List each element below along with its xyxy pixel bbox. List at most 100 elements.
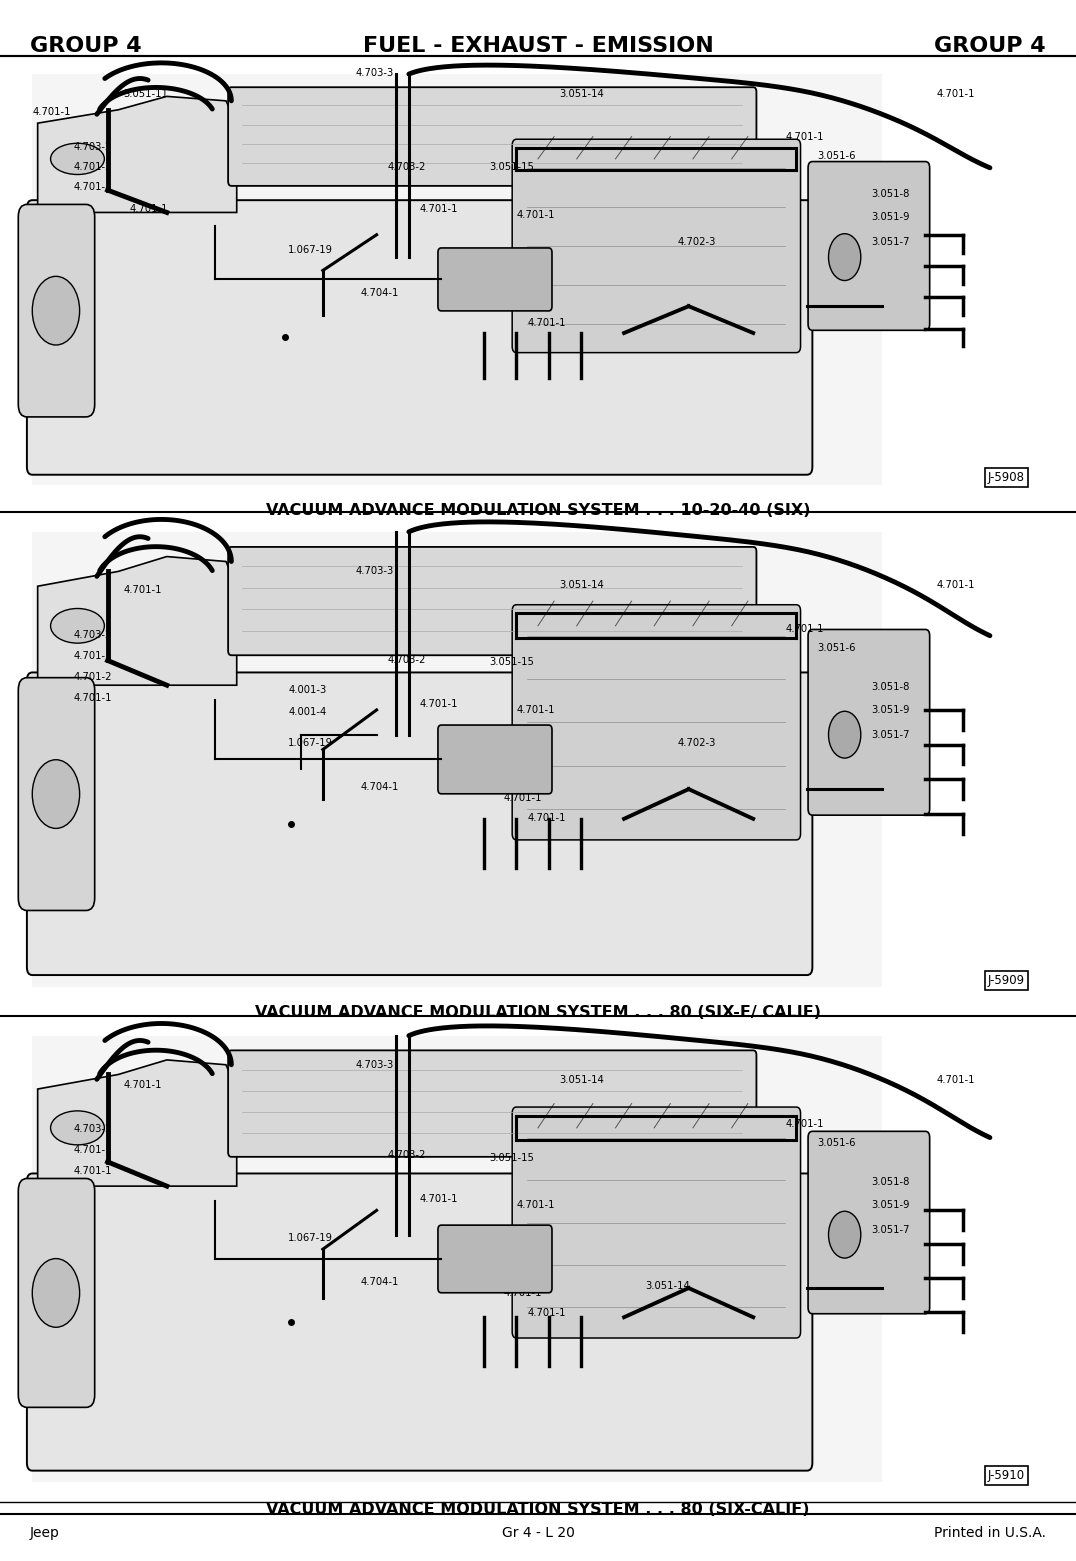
Text: 3.051-8: 3.051-8 <box>872 189 910 198</box>
Text: 4.701-1: 4.701-1 <box>504 793 542 802</box>
Text: 3.051-11: 3.051-11 <box>124 89 169 98</box>
FancyBboxPatch shape <box>18 1179 95 1408</box>
Text: 4.701-1: 4.701-1 <box>516 211 555 220</box>
Text: 4.701-1: 4.701-1 <box>785 624 824 634</box>
Text: 4.701-1: 4.701-1 <box>527 813 566 823</box>
FancyBboxPatch shape <box>228 87 756 186</box>
Ellipse shape <box>51 609 104 643</box>
Text: 3.051-15: 3.051-15 <box>490 162 535 172</box>
Text: 4.701-1: 4.701-1 <box>124 585 162 595</box>
Text: Printed in U.S.A.: Printed in U.S.A. <box>934 1527 1046 1539</box>
Text: 4.701-1: 4.701-1 <box>73 651 112 660</box>
Text: 4.701-1: 4.701-1 <box>516 1200 555 1210</box>
FancyBboxPatch shape <box>438 724 552 795</box>
Text: 4.701-1: 4.701-1 <box>73 693 112 702</box>
Circle shape <box>32 1258 80 1327</box>
Text: 4.701-1: 4.701-1 <box>129 204 168 214</box>
Circle shape <box>32 276 80 345</box>
Text: 4.701-1: 4.701-1 <box>527 1308 566 1317</box>
Text: J-5908: J-5908 <box>988 471 1024 484</box>
Text: 4.701-1: 4.701-1 <box>32 108 71 117</box>
Text: 4.703-3: 4.703-3 <box>355 1060 394 1069</box>
Text: 4.701-1: 4.701-1 <box>124 1080 162 1090</box>
Text: 4.703-2: 4.703-2 <box>73 142 112 151</box>
Circle shape <box>829 234 861 281</box>
Ellipse shape <box>51 144 104 175</box>
Text: GROUP 4: GROUP 4 <box>30 36 142 56</box>
Text: 3.051-7: 3.051-7 <box>872 731 910 740</box>
Text: 4.701-1: 4.701-1 <box>936 89 975 98</box>
Text: Jeep: Jeep <box>30 1527 60 1539</box>
FancyBboxPatch shape <box>32 73 882 485</box>
Text: 3.051-6: 3.051-6 <box>818 151 856 161</box>
Circle shape <box>32 760 80 829</box>
Text: 4.701-1: 4.701-1 <box>785 1119 824 1129</box>
Text: VACUUM ADVANCE MODULATION SYSTEM . . . 80 (SIX-CALIF): VACUUM ADVANCE MODULATION SYSTEM . . . 8… <box>266 1502 810 1517</box>
Text: 3.051-14: 3.051-14 <box>646 1282 691 1291</box>
Text: 3.051-8: 3.051-8 <box>872 682 910 692</box>
Text: 3.051-8: 3.051-8 <box>872 1177 910 1186</box>
Text: 4.701-1: 4.701-1 <box>420 699 458 709</box>
FancyBboxPatch shape <box>18 677 95 910</box>
Text: 4.701-1: 4.701-1 <box>73 1166 112 1175</box>
Text: 4.701-1: 4.701-1 <box>420 1194 458 1204</box>
FancyBboxPatch shape <box>27 200 812 475</box>
Text: 3.051-9: 3.051-9 <box>872 212 910 222</box>
Text: 3.051-14: 3.051-14 <box>560 1076 605 1085</box>
Text: 3.051-15: 3.051-15 <box>490 1154 535 1163</box>
Text: 4.701-1: 4.701-1 <box>504 1288 542 1297</box>
FancyBboxPatch shape <box>808 162 930 331</box>
Text: 3.051-15: 3.051-15 <box>490 657 535 667</box>
Polygon shape <box>38 97 237 212</box>
Text: 4.703-2: 4.703-2 <box>73 631 112 640</box>
Text: 4.704-1: 4.704-1 <box>360 782 399 791</box>
Circle shape <box>829 1211 861 1258</box>
Text: 4.704-1: 4.704-1 <box>360 1277 399 1286</box>
Text: 4.701-1: 4.701-1 <box>504 300 542 309</box>
FancyBboxPatch shape <box>808 629 930 815</box>
Text: 3.051-7: 3.051-7 <box>872 237 910 247</box>
FancyBboxPatch shape <box>512 604 801 840</box>
Text: 4.703-2: 4.703-2 <box>387 656 426 665</box>
Text: J-5910: J-5910 <box>988 1469 1024 1481</box>
Text: 4.702-3: 4.702-3 <box>678 237 717 247</box>
Text: 1.067-19: 1.067-19 <box>288 738 334 748</box>
Circle shape <box>829 712 861 759</box>
Text: 4.703-3: 4.703-3 <box>355 69 394 78</box>
Text: VACUUM ADVANCE MODULATION SYSTEM . . . 10-20-40 (SIX): VACUUM ADVANCE MODULATION SYSTEM . . . 1… <box>266 503 810 518</box>
FancyBboxPatch shape <box>438 1225 552 1293</box>
FancyBboxPatch shape <box>228 1051 756 1157</box>
Polygon shape <box>38 557 237 685</box>
Text: 4.701-1: 4.701-1 <box>527 318 566 328</box>
Text: 4.703-2: 4.703-2 <box>73 1124 112 1133</box>
FancyBboxPatch shape <box>228 546 756 656</box>
FancyBboxPatch shape <box>438 248 552 311</box>
Text: 3.051-6: 3.051-6 <box>818 643 856 652</box>
Text: 3.051-9: 3.051-9 <box>872 706 910 715</box>
Text: 4.702-3: 4.702-3 <box>678 738 717 748</box>
Text: 4.701-1: 4.701-1 <box>785 133 824 142</box>
Text: 1.067-19: 1.067-19 <box>288 245 334 254</box>
Text: FUEL - EXHAUST - EMISSION: FUEL - EXHAUST - EMISSION <box>363 36 713 56</box>
Text: 1.067-19: 1.067-19 <box>288 1233 334 1243</box>
FancyBboxPatch shape <box>27 673 812 976</box>
Text: 4.703-2: 4.703-2 <box>387 162 426 172</box>
Text: 4.701-2: 4.701-2 <box>73 673 112 682</box>
Text: 4.701-1: 4.701-1 <box>73 183 112 192</box>
Text: 4.701-1: 4.701-1 <box>936 1076 975 1085</box>
Text: 3.051-6: 3.051-6 <box>818 1138 856 1147</box>
Text: 4.701-1: 4.701-1 <box>516 706 555 715</box>
Text: 4.701-1: 4.701-1 <box>936 581 975 590</box>
FancyBboxPatch shape <box>512 1107 801 1338</box>
Text: VACUUM ADVANCE MODULATION SYSTEM . . . 80 (SIX-E/ CALIF): VACUUM ADVANCE MODULATION SYSTEM . . . 8… <box>255 1005 821 1021</box>
Ellipse shape <box>51 1111 104 1144</box>
Text: 4.703-3: 4.703-3 <box>355 567 394 576</box>
Text: 4.001-3: 4.001-3 <box>288 685 327 695</box>
Text: 4.701-1: 4.701-1 <box>420 204 458 214</box>
Text: 4.704-1: 4.704-1 <box>360 289 399 298</box>
Text: 3.051-7: 3.051-7 <box>872 1225 910 1235</box>
Text: 4.701-1: 4.701-1 <box>73 1146 112 1155</box>
FancyBboxPatch shape <box>32 532 882 987</box>
FancyBboxPatch shape <box>18 204 95 417</box>
Text: 4.001-4: 4.001-4 <box>288 707 327 716</box>
